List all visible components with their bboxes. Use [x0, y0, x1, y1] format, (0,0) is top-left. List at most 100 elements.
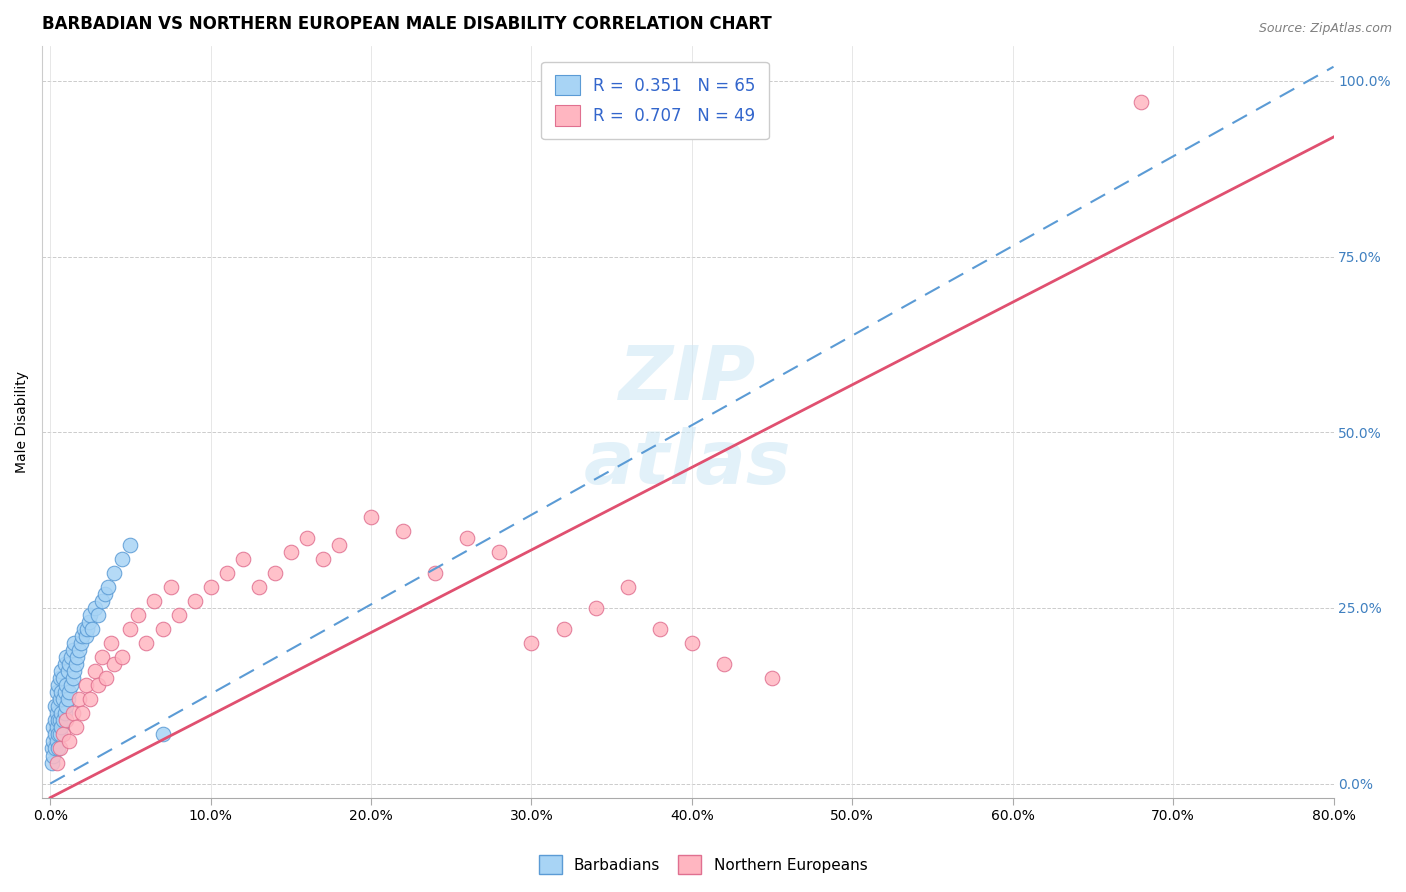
Point [152, 622, 174, 636]
Point [67, 643, 90, 657]
Point [84, 601, 107, 615]
Point [80, 622, 103, 636]
Point [51, 664, 73, 678]
Point [135, 636, 157, 650]
Point [60, 650, 83, 665]
Point [58, 657, 80, 672]
Point [97, 580, 120, 594]
Point [111, 551, 134, 566]
Point [46, 714, 69, 728]
Point [90, 594, 112, 608]
Point [51, 706, 73, 721]
Point [66, 650, 89, 665]
Point [295, 531, 318, 545]
Point [553, 622, 575, 636]
Point [100, 636, 122, 650]
Point [456, 531, 478, 545]
Point [53, 657, 76, 672]
Point [76, 622, 98, 636]
Point [45, 720, 67, 734]
Point [56, 664, 79, 678]
Point [75, 629, 97, 643]
Point [52, 692, 75, 706]
Point [263, 566, 285, 580]
Point [1130, 95, 1153, 109]
Point [127, 607, 149, 622]
Text: ZIP
atlas: ZIP atlas [583, 343, 792, 500]
Point [96, 671, 118, 685]
Point [46, 741, 69, 756]
Point [44, 714, 66, 728]
Legend: R =  0.351   N = 65, R =  0.707   N = 49: R = 0.351 N = 65, R = 0.707 N = 49 [541, 62, 769, 139]
Point [42, 748, 65, 763]
Point [63, 664, 86, 678]
Point [67, 692, 90, 706]
Point [152, 727, 174, 741]
Point [392, 524, 415, 538]
Point [42, 734, 65, 748]
Point [73, 622, 96, 636]
Point [87, 678, 110, 692]
Point [60, 678, 83, 692]
Point [53, 685, 76, 699]
Point [62, 671, 84, 685]
Point [69, 636, 91, 650]
Point [45, 734, 67, 748]
Point [120, 538, 142, 552]
Point [79, 607, 101, 622]
Point [75, 678, 97, 692]
Point [44, 741, 66, 756]
Point [63, 636, 86, 650]
Legend: Barbadians, Northern Europeans: Barbadians, Northern Europeans [533, 849, 873, 880]
Point [58, 685, 80, 699]
Y-axis label: Male Disability: Male Disability [15, 371, 30, 473]
Point [55, 650, 77, 665]
Point [72, 706, 94, 721]
Point [616, 580, 638, 594]
Point [103, 657, 125, 672]
Point [46, 678, 69, 692]
Point [72, 629, 94, 643]
Point [58, 734, 80, 748]
Point [51, 685, 73, 699]
Point [41, 756, 63, 770]
Point [55, 714, 77, 728]
Point [45, 685, 67, 699]
Point [520, 636, 543, 650]
Point [90, 650, 112, 665]
Point [79, 692, 101, 706]
Point [681, 636, 703, 650]
Point [159, 580, 181, 594]
Point [49, 727, 72, 741]
Point [77, 615, 100, 629]
Point [425, 566, 447, 580]
Point [183, 594, 205, 608]
Point [42, 720, 65, 734]
Point [232, 551, 254, 566]
Point [761, 671, 783, 685]
Text: BARBADIAN VS NORTHERN EUROPEAN MALE DISABILITY CORRELATION CHART: BARBADIAN VS NORTHERN EUROPEAN MALE DISA… [42, 15, 772, 33]
Point [65, 657, 87, 672]
Point [46, 699, 69, 714]
Point [280, 544, 302, 558]
Point [94, 587, 117, 601]
Point [328, 538, 350, 552]
Point [44, 699, 66, 714]
Point [713, 657, 735, 672]
Point [41, 741, 63, 756]
Point [215, 566, 238, 580]
Point [62, 643, 84, 657]
Point [45, 756, 67, 770]
Point [312, 551, 335, 566]
Point [247, 580, 270, 594]
Point [46, 727, 69, 741]
Point [56, 692, 79, 706]
Point [45, 706, 67, 721]
Point [111, 650, 134, 665]
Point [51, 720, 73, 734]
Point [49, 671, 72, 685]
Point [360, 509, 382, 524]
Point [120, 622, 142, 636]
Point [103, 566, 125, 580]
Point [488, 544, 510, 558]
